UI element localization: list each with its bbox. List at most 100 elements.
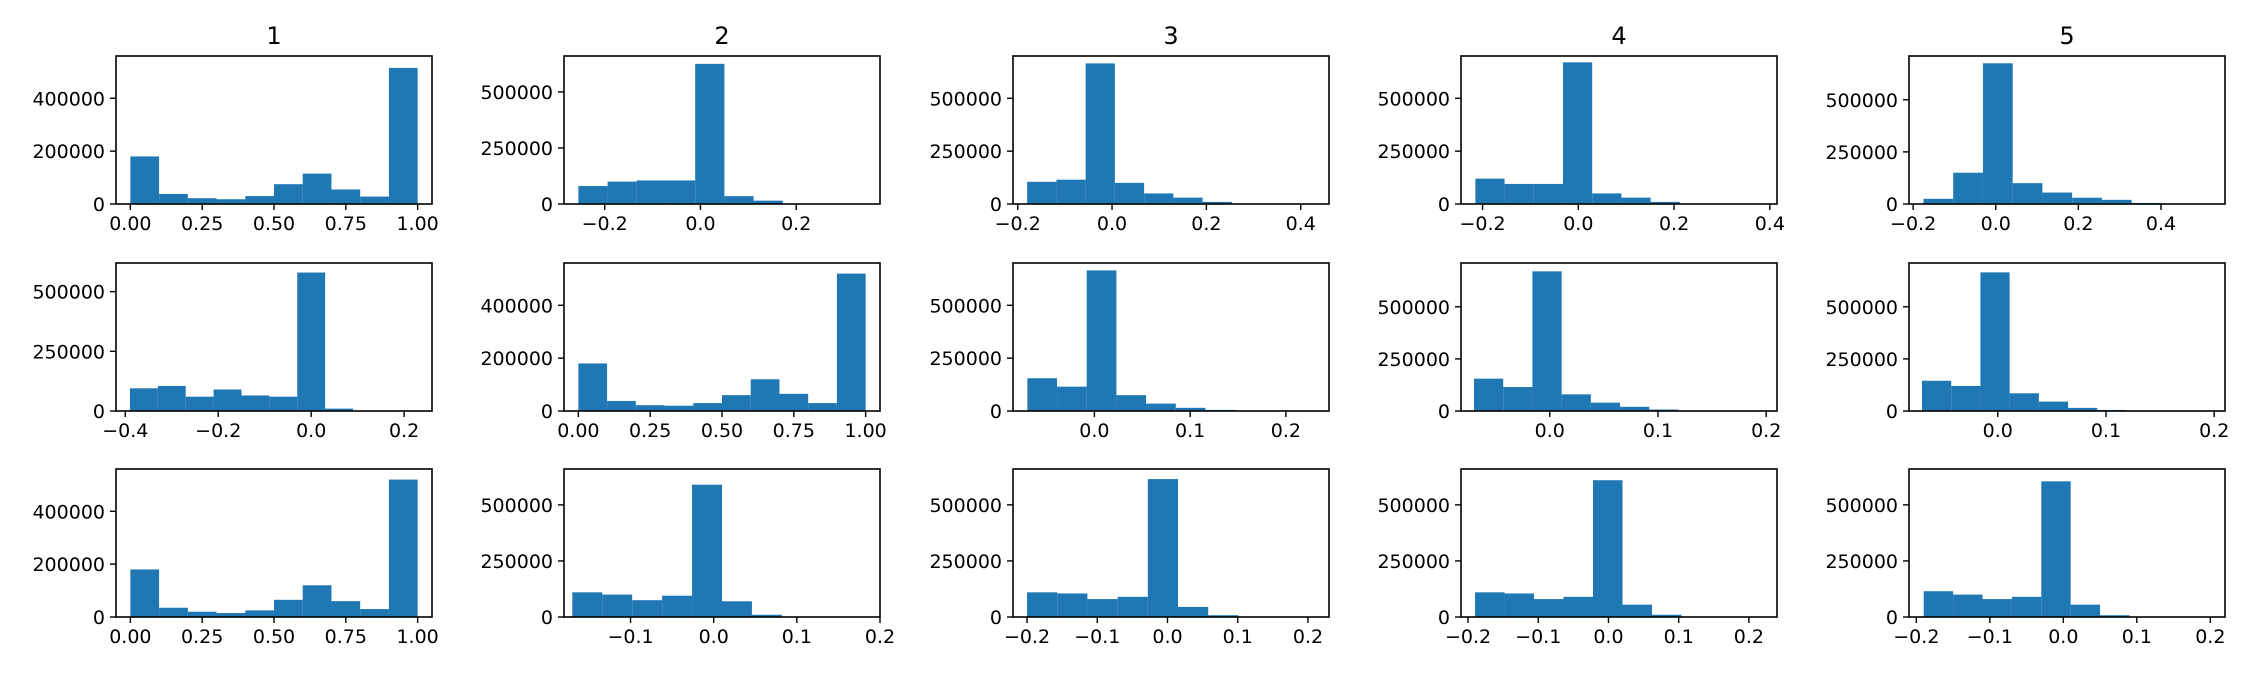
histogram-bar	[665, 180, 696, 204]
x-tick-label: 0.00	[557, 420, 599, 442]
histogram-bar	[185, 396, 214, 411]
histogram-bar	[1533, 183, 1563, 204]
histogram-bar	[1114, 182, 1145, 204]
x-tick-label: 0.4	[1286, 213, 1316, 235]
histogram-bar	[751, 614, 782, 617]
histogram-bar	[245, 196, 274, 204]
column-title: 2	[714, 22, 729, 50]
y-tick-label: 0	[93, 401, 105, 423]
histogram-bar	[1146, 403, 1176, 411]
histogram-bar	[2072, 197, 2102, 204]
x-tick-label: 0.1	[1643, 420, 1673, 442]
y-tick-label: 500000	[929, 88, 1002, 110]
x-tick-label: 0.00	[109, 213, 151, 235]
histogram-bar	[1147, 479, 1179, 617]
histogram-bar	[2041, 481, 2071, 617]
histogram-bar	[1652, 614, 1682, 617]
y-tick-label: 0	[541, 401, 553, 423]
x-tick-label: 0.2	[1734, 626, 1764, 648]
x-tick-label: 0.25	[181, 626, 223, 648]
histogram-bar	[1953, 594, 1983, 617]
histogram-bar	[753, 200, 783, 204]
x-tick-label: 0.2	[1659, 213, 1689, 235]
axes-frame	[1012, 468, 1330, 618]
y-tick-label: 0	[990, 607, 1002, 629]
histogram-bar	[1951, 385, 1981, 411]
x-tick-label: 0.50	[253, 213, 295, 235]
subplot-r1-c4: −0.2 0.0 0.2 0.4 0 250000 500000	[1377, 55, 1785, 235]
histogram-bar	[2100, 615, 2130, 617]
histogram-bar	[1475, 592, 1505, 617]
x-tick-label: −0.2	[195, 420, 241, 442]
histogram-bar	[1980, 272, 2010, 411]
histogram-bar	[836, 273, 866, 411]
x-tick-label: 0.0	[699, 626, 729, 648]
y-tick-label: 250000	[1377, 141, 1450, 163]
x-tick-label: 0.75	[773, 420, 815, 442]
histogram-bar	[1650, 201, 1680, 204]
axes-frame	[1460, 55, 1778, 205]
y-tick-label: 500000	[1825, 495, 1898, 517]
x-tick-label: 0.0	[1593, 626, 1623, 648]
histogram-bar	[750, 379, 780, 411]
histogram-bar	[1620, 406, 1650, 411]
histogram-bar	[1622, 604, 1652, 617]
x-tick-label: 0.1	[1223, 626, 1253, 648]
x-tick-label: 0.1	[1664, 626, 1694, 648]
histogram-bar	[1027, 592, 1058, 617]
y-tick-label: 0	[1438, 607, 1450, 629]
x-tick-label: 1.00	[844, 420, 886, 442]
subplot-r3-c1: 0.00 0.25 0.50 0.75 1.00 0 200000 400000	[32, 468, 439, 648]
y-tick-label: 250000	[480, 138, 553, 160]
x-tick-label: −0.1	[1967, 626, 2013, 648]
histogram-bar	[297, 272, 326, 411]
x-tick-label: −0.4	[102, 420, 148, 442]
histogram-bar	[635, 405, 665, 411]
histogram-bar	[693, 403, 722, 411]
x-tick-label: −0.2	[1445, 626, 1491, 648]
x-tick-label: 0.2	[2063, 213, 2093, 235]
histogram-bar	[1027, 378, 1058, 411]
histogram-bar	[607, 181, 637, 204]
x-tick-label: 0.0	[1563, 213, 1593, 235]
y-tick-label: 250000	[1377, 349, 1450, 371]
y-tick-label: 0	[1886, 194, 1898, 216]
histogram-bar	[695, 63, 725, 204]
x-tick-label: −0.2	[1890, 213, 1936, 235]
histogram-bar	[274, 184, 303, 204]
x-tick-label: 0.25	[181, 213, 223, 235]
histogram-bar	[1057, 593, 1088, 617]
histogram-bar	[130, 569, 160, 617]
x-tick-label: 0.00	[109, 626, 151, 648]
histogram-bar	[1563, 596, 1594, 617]
y-tick-label: 250000	[1377, 551, 1450, 573]
y-tick-label: 250000	[32, 341, 105, 363]
y-tick-label: 250000	[480, 551, 553, 573]
histogram-bar	[692, 484, 722, 617]
histogram-bar	[1202, 201, 1232, 204]
x-tick-label: 0.2	[781, 213, 811, 235]
x-tick-label: 0.0	[1981, 213, 2011, 235]
subplot-r2-c3: 0.0 0.1 0.2 0 250000 500000	[929, 262, 1330, 442]
y-tick-label: 500000	[929, 495, 1002, 517]
histogram-bar	[241, 395, 270, 411]
y-tick-label: 500000	[1377, 297, 1450, 319]
x-tick-label: −0.2	[582, 213, 628, 235]
histogram-bar	[578, 186, 608, 204]
x-tick-label: 1.00	[396, 626, 438, 648]
x-tick-label: 0.2	[1191, 213, 1221, 235]
y-tick-label: 250000	[1825, 142, 1898, 164]
x-tick-label: 0.1	[782, 626, 812, 648]
subplot-r1-c5: −0.2 0.0 0.2 0.4 0 250000 500000	[1825, 55, 2226, 235]
histogram-bar	[331, 189, 361, 204]
histogram-bar	[388, 479, 418, 617]
x-tick-label: −0.2	[995, 213, 1041, 235]
histogram-bar	[1085, 63, 1115, 205]
y-tick-label: 400000	[32, 501, 105, 523]
subplot-r2-c4: 0.0 0.1 0.2 0 250000 500000	[1377, 262, 1781, 442]
histogram-bar	[1982, 63, 2013, 204]
subplot-r2-c1: −0.4 −0.2 0.0 0.2 0 250000 500000	[32, 262, 433, 442]
y-tick-label: 0	[541, 607, 553, 629]
y-tick-label: 0	[990, 401, 1002, 423]
x-tick-label: 0.0	[1152, 626, 1182, 648]
